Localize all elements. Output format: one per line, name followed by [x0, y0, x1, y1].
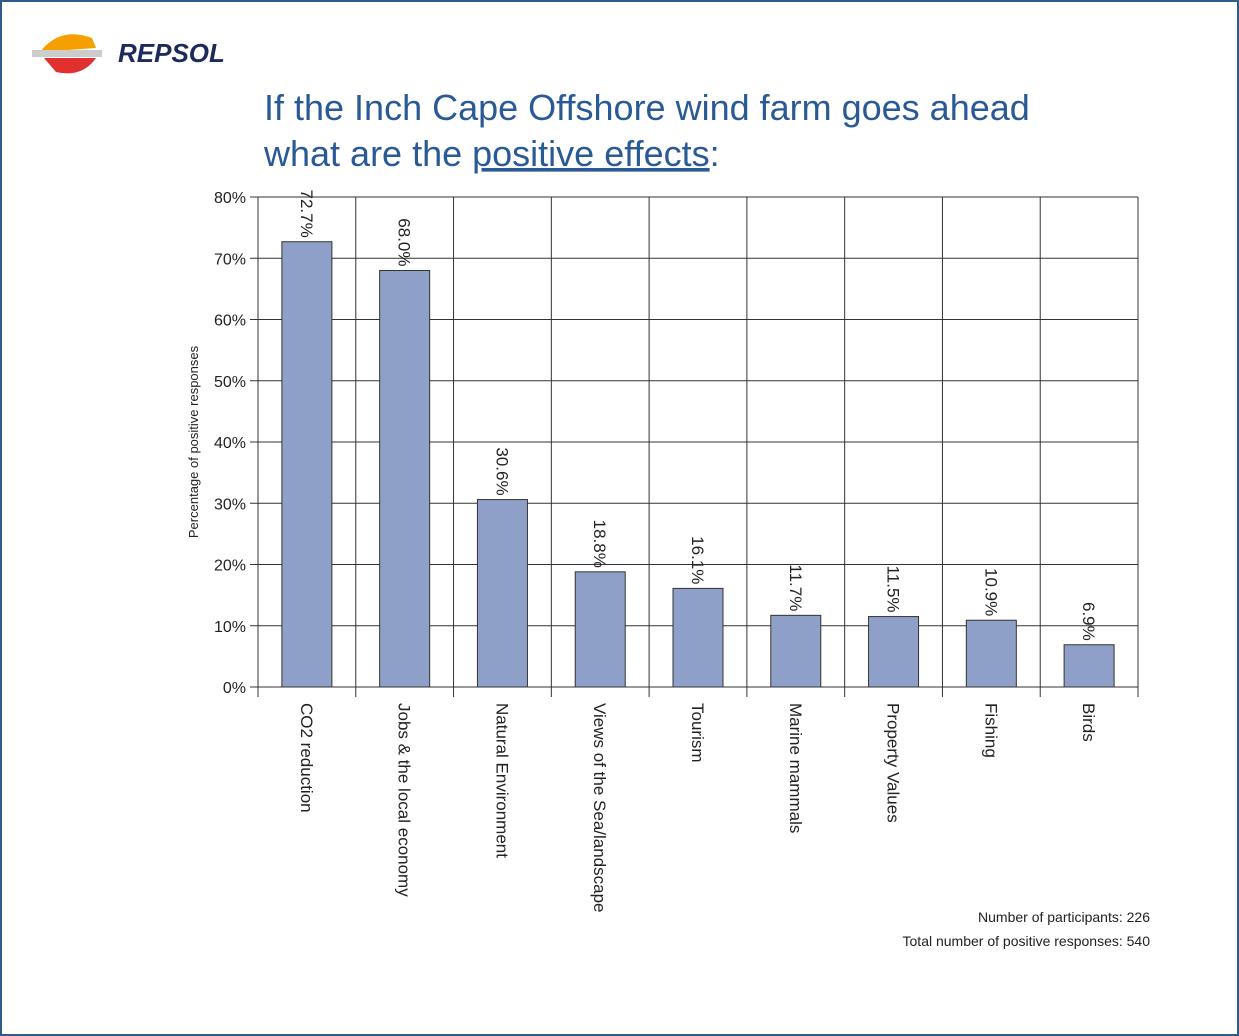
- value-label: 18.8%: [590, 520, 609, 568]
- y-tick-label: 70%: [214, 251, 246, 268]
- y-tick-label: 20%: [214, 558, 246, 575]
- value-label: 16.1%: [688, 536, 707, 584]
- value-label: 6.9%: [1079, 602, 1098, 641]
- title-end: :: [710, 133, 720, 174]
- value-label: 10.9%: [981, 568, 1000, 616]
- brand: REPSOL: [118, 38, 225, 68]
- y-tick-label: 40%: [214, 435, 246, 452]
- bar: [476, 499, 528, 688]
- y-tick-label: 30%: [214, 496, 246, 513]
- logo-bar: [32, 50, 102, 57]
- bar: [770, 614, 822, 688]
- bar: [965, 619, 1017, 688]
- value-label: 72.7%: [297, 190, 316, 238]
- y-tick-label: 0%: [223, 680, 246, 697]
- value-label: 11.7%: [786, 564, 805, 611]
- x-tick-label: Views of the Sea/landscape: [590, 703, 609, 913]
- logo: REPSOL: [32, 34, 225, 74]
- note: Number of participants: 226: [978, 909, 1150, 925]
- bar: [379, 270, 431, 688]
- x-tick-label: Birds: [1079, 703, 1098, 742]
- x-tick-label: Tourism: [688, 703, 707, 763]
- x-tick-label: Property Values: [884, 703, 903, 823]
- bar: [281, 241, 333, 688]
- x-tick-label: Fishing: [981, 703, 1000, 758]
- logo-base: [44, 58, 96, 74]
- y-tick-label: 80%: [214, 190, 246, 207]
- x-tick-label: Natural Environment: [492, 703, 511, 858]
- note: Total number of positive responses: 540: [903, 933, 1151, 949]
- title-line: what are the: [263, 133, 472, 174]
- y-tick-label: 60%: [214, 313, 246, 330]
- y-tick-label: 10%: [214, 619, 246, 636]
- x-tick-label: Jobs & the local economy: [395, 703, 414, 897]
- bar: [574, 571, 626, 688]
- bar: [1063, 644, 1115, 688]
- chart-title: If the Inch Cape Offshore wind farm goes…: [263, 87, 1040, 174]
- value-label: 11.5%: [884, 566, 903, 613]
- bar: [868, 616, 920, 688]
- y-axis-title: Percentage of positive responses: [186, 345, 201, 538]
- y-tick-label: 50%: [214, 374, 246, 391]
- x-tick-label: Marine mammals: [786, 703, 805, 833]
- title-line: If the Inch Cape Offshore wind farm goes…: [264, 87, 1030, 128]
- value-label: 68.0%: [395, 218, 414, 266]
- x-tick-label: CO2 reduction: [297, 703, 316, 813]
- logo-sun: [40, 34, 96, 52]
- value-label: 30.6%: [492, 447, 511, 495]
- bar: [672, 587, 724, 688]
- title-emphasis: positive effects: [472, 133, 709, 174]
